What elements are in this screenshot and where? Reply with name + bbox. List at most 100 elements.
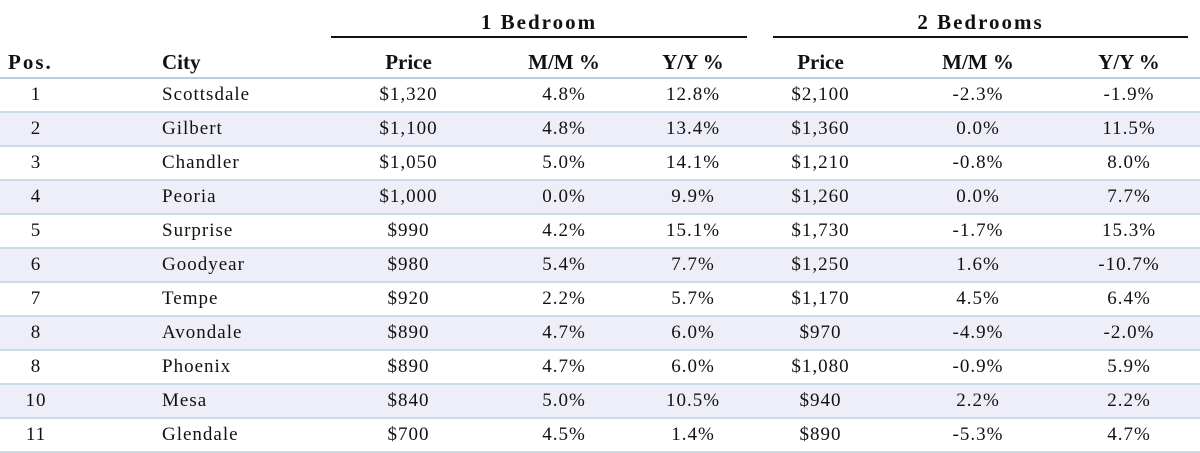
1br-price-cell: $990 xyxy=(332,214,485,249)
1br-yy-cell: 6.0% xyxy=(643,350,743,385)
column-header-2br-price: Price xyxy=(743,47,898,79)
2br-mm-cell: 2.2% xyxy=(898,384,1058,419)
pos-cell: 8 xyxy=(0,350,72,385)
pos-cell: 10 xyxy=(0,384,72,419)
header-row: Pos. City Price M/M % Y/Y % Price M/M % … xyxy=(0,47,1200,79)
city-cell: Mesa xyxy=(72,384,332,419)
2br-yy-cell: 11.5% xyxy=(1058,112,1200,147)
1br-price-cell: $920 xyxy=(332,282,485,317)
1br-price-cell: $1,000 xyxy=(332,180,485,215)
pos-cell: 3 xyxy=(0,146,72,181)
table-row: 8 Phoenix $890 4.7% 6.0% $1,080 -0.9% 5.9% xyxy=(0,350,1200,385)
1br-price-cell: $1,050 xyxy=(332,146,485,181)
column-header-2br-mm: M/M % xyxy=(898,47,1058,79)
1br-price-cell: $1,100 xyxy=(332,112,485,147)
2br-mm-cell: -4.9% xyxy=(898,316,1058,351)
2br-yy-cell: 6.4% xyxy=(1058,282,1200,317)
2br-yy-cell: -10.7% xyxy=(1058,248,1200,283)
1br-yy-cell: 12.8% xyxy=(643,78,743,113)
1br-yy-cell: 13.4% xyxy=(643,112,743,147)
column-header-city: City xyxy=(72,47,332,79)
1br-mm-cell: 4.2% xyxy=(485,214,643,249)
table-row: 7 Tempe $920 2.2% 5.7% $1,170 4.5% 6.4% xyxy=(0,282,1200,317)
1br-yy-cell: 10.5% xyxy=(643,384,743,419)
2br-yy-cell: -2.0% xyxy=(1058,316,1200,351)
city-cell: Tempe xyxy=(72,282,332,317)
1br-mm-cell: 4.7% xyxy=(485,316,643,351)
column-header-1br-yy: Y/Y % xyxy=(643,47,743,79)
2br-mm-cell: 0.0% xyxy=(898,112,1058,147)
group-title-2-bedrooms: 2 Bedrooms xyxy=(773,10,1188,38)
city-cell: Chandler xyxy=(72,146,332,181)
pos-cell: 2 xyxy=(0,112,72,147)
table-row: 2 Gilbert $1,100 4.8% 13.4% $1,360 0.0% 11.5% xyxy=(0,112,1200,147)
column-header-2br-yy: Y/Y % xyxy=(1058,47,1200,79)
1br-yy-cell: 6.0% xyxy=(643,316,743,351)
2br-price-cell: $1,730 xyxy=(743,214,898,249)
2br-price-cell: $2,100 xyxy=(743,78,898,113)
pos-cell: 6 xyxy=(0,248,72,283)
city-cell: Surprise xyxy=(72,214,332,249)
2br-price-cell: $970 xyxy=(743,316,898,351)
2br-mm-cell: -0.9% xyxy=(898,350,1058,385)
table-row: 4 Peoria $1,000 0.0% 9.9% $1,260 0.0% 7.7% xyxy=(0,180,1200,215)
2br-price-cell: $940 xyxy=(743,384,898,419)
2br-mm-cell: -0.8% xyxy=(898,146,1058,181)
table-row: 3 Chandler $1,050 5.0% 14.1% $1,210 -0.8% 8.0% xyxy=(0,146,1200,181)
1br-mm-cell: 5.0% xyxy=(485,146,643,181)
2br-yy-cell: 8.0% xyxy=(1058,146,1200,181)
2br-mm-cell: 0.0% xyxy=(898,180,1058,215)
1br-price-cell: $890 xyxy=(332,350,485,385)
1br-yy-cell: 7.7% xyxy=(643,248,743,283)
1br-yy-cell: 5.7% xyxy=(643,282,743,317)
2br-price-cell: $1,210 xyxy=(743,146,898,181)
pos-cell: 1 xyxy=(0,78,72,113)
2br-mm-cell: -1.7% xyxy=(898,214,1058,249)
1br-mm-cell: 4.7% xyxy=(485,350,643,385)
1br-price-cell: $890 xyxy=(332,316,485,351)
2br-mm-cell: 4.5% xyxy=(898,282,1058,317)
2br-mm-cell: 1.6% xyxy=(898,248,1058,283)
2br-price-cell: $1,250 xyxy=(743,248,898,283)
2br-yy-cell: -1.9% xyxy=(1058,78,1200,113)
2br-yy-cell: 15.3% xyxy=(1058,214,1200,249)
city-cell: Goodyear xyxy=(72,248,332,283)
pos-cell: 8 xyxy=(0,316,72,351)
pos-cell: 5 xyxy=(0,214,72,249)
2br-price-cell: $1,170 xyxy=(743,282,898,317)
1br-mm-cell: 5.0% xyxy=(485,384,643,419)
1br-yy-cell: 9.9% xyxy=(643,180,743,215)
2br-yy-cell: 2.2% xyxy=(1058,384,1200,419)
city-cell: Peoria xyxy=(72,180,332,215)
city-cell: Phoenix xyxy=(72,350,332,385)
table-row: 6 Goodyear $980 5.4% 7.7% $1,250 1.6% -10.7% xyxy=(0,248,1200,283)
1br-mm-cell: 4.8% xyxy=(485,112,643,147)
table-row: 1 Scottsdale $1,320 4.8% 12.8% $2,100 -2.3% -1.… xyxy=(0,78,1200,113)
pos-cell: 4 xyxy=(0,180,72,215)
1br-yy-cell: 14.1% xyxy=(643,146,743,181)
column-header-1br-mm: M/M % xyxy=(485,47,643,79)
1br-mm-cell: 0.0% xyxy=(485,180,643,215)
1br-mm-cell: 4.8% xyxy=(485,78,643,113)
2br-mm-cell: -2.3% xyxy=(898,78,1058,113)
table-row: 5 Surprise $990 4.2% 15.1% $1,730 -1.7% 15.3% xyxy=(0,214,1200,249)
2br-price-cell: $1,080 xyxy=(743,350,898,385)
1br-price-cell: $840 xyxy=(332,384,485,419)
city-cell: Avondale xyxy=(72,316,332,351)
city-cell: Scottsdale xyxy=(72,78,332,113)
city-cell: Gilbert xyxy=(72,112,332,147)
2br-price-cell: $1,260 xyxy=(743,180,898,215)
2br-price-cell: $1,360 xyxy=(743,112,898,147)
1br-mm-cell: 5.4% xyxy=(485,248,643,283)
1br-price-cell: $1,320 xyxy=(332,78,485,113)
group-title-1-bedroom: 1 Bedroom xyxy=(331,10,747,38)
pos-cell: 7 xyxy=(0,282,72,317)
2br-yy-cell: 5.9% xyxy=(1058,350,1200,385)
1br-yy-cell: 15.1% xyxy=(643,214,743,249)
rent-table: Pos. City Price M/M % Y/Y % Price M/M % … xyxy=(0,47,1200,453)
column-header-1br-price: Price xyxy=(332,47,485,79)
2br-yy-cell: 7.7% xyxy=(1058,180,1200,215)
column-header-pos: Pos. xyxy=(0,47,72,79)
table-row: 8 Avondale $890 4.7% 6.0% $970 -4.9% -2.0% xyxy=(0,316,1200,351)
